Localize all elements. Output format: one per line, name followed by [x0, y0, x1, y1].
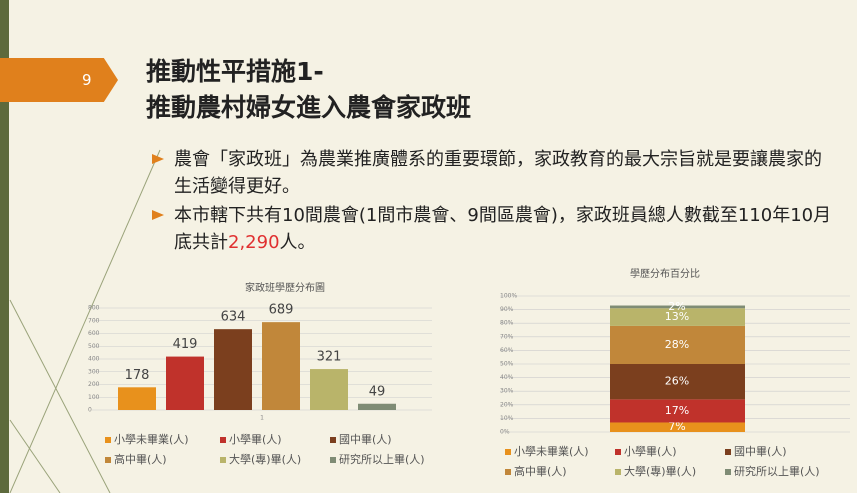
chart-title: 學歷分布百分比 — [630, 267, 700, 280]
title: 推動性平措施1- — [146, 57, 324, 86]
legend-swatch — [105, 457, 111, 463]
y-tick-label: 20% — [500, 401, 514, 408]
y-tick-label: 700 — [88, 317, 100, 324]
y-tick-label: 80% — [500, 320, 514, 327]
bar — [358, 403, 396, 410]
y-tick-label: 100% — [500, 293, 517, 300]
legend-swatch — [505, 469, 511, 475]
legend-swatch — [725, 469, 731, 475]
legend-swatch — [725, 449, 731, 455]
bar — [310, 369, 348, 410]
bar — [214, 329, 252, 410]
bullet: 本市轄下共有10間農會(1間市農會、9間區農會)，家政班員總人數截至110年10… — [152, 202, 834, 256]
data-label: 419 — [173, 337, 198, 352]
y-tick-label: 500 — [88, 343, 100, 350]
data-label: 28% — [665, 338, 689, 351]
bar-segment — [610, 364, 745, 400]
legend-label: 國中畢(人) — [339, 433, 392, 446]
legend-label: 小學畢(人) — [624, 445, 677, 458]
legend-label: 小學未畢業(人) — [114, 433, 189, 446]
data-label: 2% — [668, 300, 685, 313]
side-stripe — [0, 0, 9, 493]
data-label: 178 — [125, 368, 150, 383]
y-tick-label: 70% — [500, 333, 514, 340]
chart-title: 家政班學歷分布圖 — [245, 281, 325, 294]
legend-swatch — [505, 449, 511, 455]
data-label: 13% — [665, 310, 689, 323]
y-tick-label: 600 — [88, 330, 100, 337]
bullet-text: 人。 — [279, 232, 316, 253]
legend-label: 研究所以上畢(人) — [339, 452, 425, 466]
y-tick-label: 0% — [500, 429, 510, 436]
bar-segment — [610, 305, 745, 309]
legend-swatch — [105, 437, 111, 443]
legend-label: 大學(專)畢(人) — [229, 452, 301, 466]
legend-label: 小學畢(人) — [229, 433, 282, 446]
y-tick-label: 40% — [500, 374, 514, 381]
y-tick-label: 200 — [88, 381, 100, 388]
bullet-text: 本市轄下共有10間農會(1間市農會、9間區農會)，家政班員總人數截至110年10… — [174, 205, 832, 253]
bar — [118, 387, 156, 410]
y-tick-label: 400 — [88, 356, 100, 363]
y-tick-label: 90% — [500, 306, 514, 313]
legend-label: 高中畢(人) — [114, 452, 167, 466]
legend-label: 大學(專)畢(人) — [624, 464, 696, 478]
data-label: 634 — [221, 310, 246, 325]
legend-swatch — [220, 437, 226, 443]
legend-swatch — [615, 449, 621, 455]
y-tick-label: 100 — [88, 394, 100, 401]
y-tick-label: 800 — [88, 305, 100, 312]
y-tick-label: 10% — [500, 415, 514, 422]
data-label: 689 — [269, 303, 294, 318]
y-tick-label: 30% — [500, 388, 514, 395]
legend-label: 國中畢(人) — [734, 445, 787, 458]
data-label: 17% — [665, 404, 689, 417]
highlight: 2,290 — [228, 232, 280, 253]
data-label: 49 — [369, 384, 386, 399]
bar — [166, 356, 204, 410]
legend-label: 高中畢(人) — [514, 464, 567, 478]
bar-segment — [610, 325, 745, 364]
y-tick-label: 0 — [88, 407, 92, 414]
title: 推動農村婦女進入農會家政班 — [146, 93, 472, 122]
bar-segment — [610, 422, 745, 432]
bar-segment — [610, 399, 745, 423]
legend-swatch — [330, 457, 336, 463]
bar — [262, 322, 300, 410]
data-label: 7% — [668, 420, 685, 433]
legend-swatch — [615, 469, 621, 475]
y-tick-label: 300 — [88, 368, 100, 375]
legend-label: 小學未畢業(人) — [514, 445, 589, 458]
y-tick-label: 60% — [500, 347, 514, 354]
data-label: 321 — [317, 350, 342, 365]
bar-segment — [610, 308, 745, 326]
y-tick-label: 50% — [500, 361, 514, 368]
page-number: 9 — [0, 58, 118, 102]
bullet-text: 農會「家政班」為農業推廣體系的重要環節，家政教育的最大宗旨就是要讓農家的生活變得… — [174, 149, 822, 197]
legend-swatch — [220, 457, 226, 463]
data-label: 26% — [665, 375, 689, 388]
legend-label: 研究所以上畢(人) — [734, 464, 820, 478]
bullet: 農會「家政班」為農業推廣體系的重要環節，家政教育的最大宗旨就是要讓農家的生活變得… — [152, 146, 834, 200]
legend-swatch — [330, 437, 336, 443]
x-tick-label: 1 — [260, 415, 264, 422]
